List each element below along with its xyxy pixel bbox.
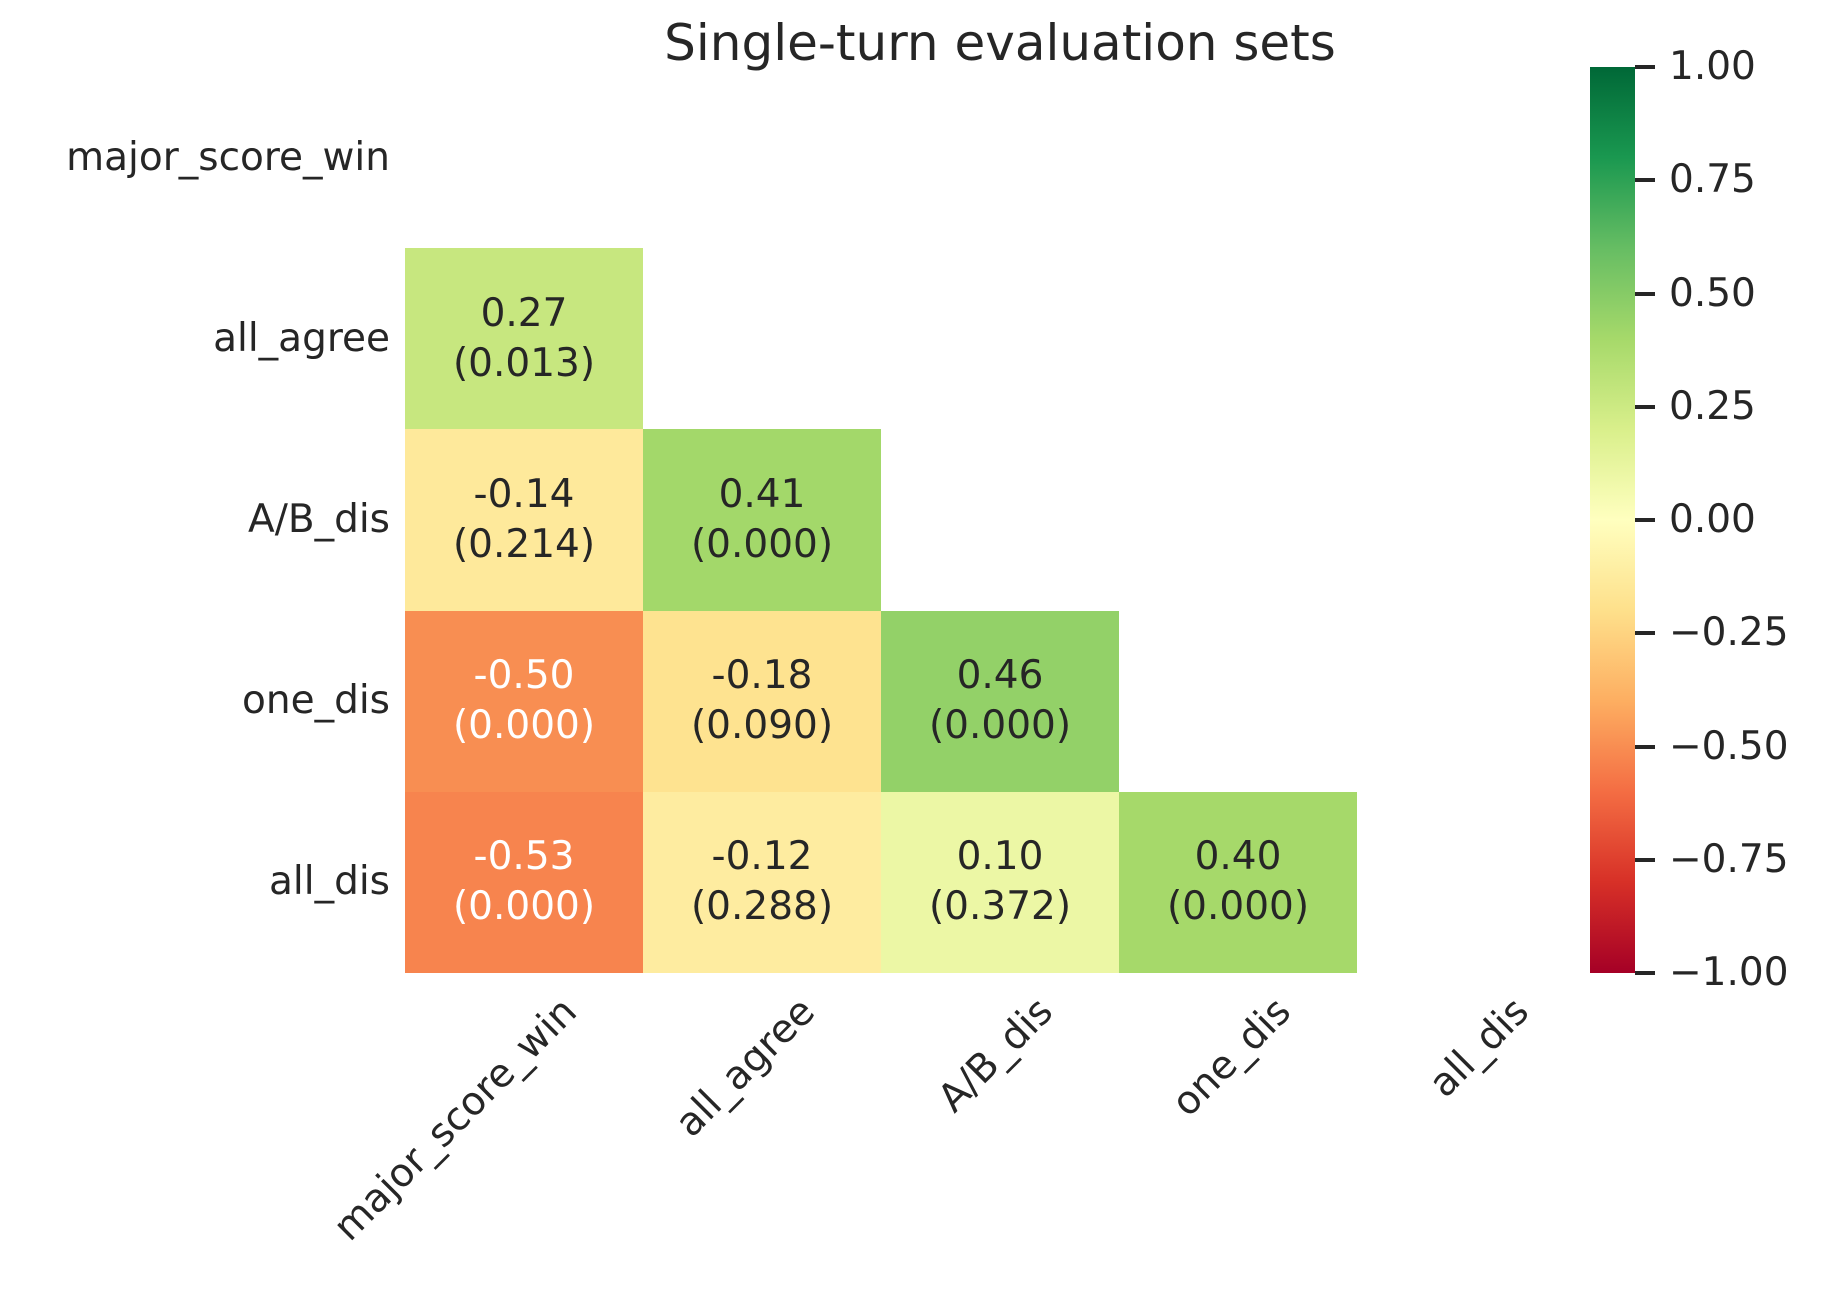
cell-correlation-value: -0.18 xyxy=(711,653,813,699)
colorbar-tick-label: 0.00 xyxy=(1669,497,1756,542)
x-tick-label: A/B_dis xyxy=(929,989,1062,1122)
colorbar-gradient xyxy=(1590,67,1635,973)
chart-title: Single-turn evaluation sets xyxy=(664,14,1336,72)
cell-correlation-value: -0.50 xyxy=(473,653,575,699)
colorbar-tick-mark xyxy=(1635,971,1655,975)
heatmap-cell: 0.41 (0.000) xyxy=(643,429,881,611)
cell-p-value: (0.372) xyxy=(928,884,1072,930)
cell-p-value: (0.288) xyxy=(690,884,834,930)
y-tick-label: major_score_win xyxy=(66,134,390,180)
colorbar-tick-label: −0.50 xyxy=(1669,723,1789,769)
cell-p-value: (0.000) xyxy=(452,884,596,930)
colorbar-tick-label: −0.25 xyxy=(1669,610,1789,656)
cell-correlation-value: -0.53 xyxy=(473,834,575,880)
heatmap-cell: 0.10 (0.372) xyxy=(881,791,1119,973)
colorbar-tick-mark xyxy=(1635,631,1655,636)
heatmap-cell: -0.12 (0.288) xyxy=(643,791,881,973)
y-tick-label: all_dis xyxy=(269,859,390,905)
colorbar-tick-label: −0.75 xyxy=(1669,836,1789,882)
x-tick-label: one_dis xyxy=(1163,989,1300,1126)
cell-correlation-value: -0.14 xyxy=(473,471,575,517)
cell-correlation-value: 0.10 xyxy=(956,834,1044,880)
colorbar-tick-label: 0.25 xyxy=(1669,383,1756,429)
y-tick-label: A/B_dis xyxy=(248,497,390,542)
heatmap-cell: 0.46 (0.000) xyxy=(881,610,1119,792)
x-tick-label: all_agree xyxy=(666,989,824,1146)
colorbar-tick-mark xyxy=(1635,744,1655,749)
cell-p-value: (0.000) xyxy=(452,703,596,749)
cell-p-value: (0.000) xyxy=(690,521,834,567)
cell-p-value: (0.000) xyxy=(928,703,1072,749)
cell-p-value: (0.000) xyxy=(1166,884,1310,930)
colorbar: 1.00 0.75 0.50 0.25 0.00 −0.25 −0.50 −0.75 −1.00 xyxy=(1590,44,1822,995)
heatmap-cell: -0.50 (0.000) xyxy=(405,610,643,792)
colorbar-tick-mark xyxy=(1635,178,1655,183)
cell-correlation-value: 0.46 xyxy=(956,653,1044,699)
cell-p-value: (0.214) xyxy=(452,521,596,567)
colorbar-tick-label: 0.75 xyxy=(1669,157,1756,203)
colorbar-tick-mark xyxy=(1635,857,1655,862)
x-tick-label: all_dis xyxy=(1420,989,1538,1107)
colorbar-tick-label: 1.00 xyxy=(1669,44,1756,89)
colorbar-tick-label: −1.00 xyxy=(1669,950,1789,995)
heatmap-cell: -0.14 (0.214) xyxy=(405,429,643,611)
heatmap-cell: 0.27 (0.013) xyxy=(405,248,643,430)
colorbar-tick-label: 0.50 xyxy=(1669,270,1756,316)
heatmap-cell: 0.40 (0.000) xyxy=(1119,791,1357,973)
cell-p-value: (0.090) xyxy=(690,703,834,749)
cell-correlation-value: 0.27 xyxy=(480,290,568,336)
y-tick-label: all_agree xyxy=(213,315,390,361)
heatmap-cell: -0.18 (0.090) xyxy=(643,610,881,792)
x-tick-label: major_score_win xyxy=(324,989,586,1250)
cell-correlation-value: 0.40 xyxy=(1194,834,1282,880)
cell-correlation-value: 0.41 xyxy=(718,471,806,517)
colorbar-tick-mark xyxy=(1635,291,1655,296)
colorbar-tick-mark xyxy=(1635,65,1655,69)
cell-correlation-value: -0.12 xyxy=(711,834,813,880)
heatmap-cell: -0.53 (0.000) xyxy=(405,791,643,973)
cell-p-value: (0.013) xyxy=(452,340,596,386)
colorbar-tick-mark xyxy=(1635,518,1655,522)
colorbar-tick-mark xyxy=(1635,404,1655,409)
y-tick-label: one_dis xyxy=(242,678,390,724)
